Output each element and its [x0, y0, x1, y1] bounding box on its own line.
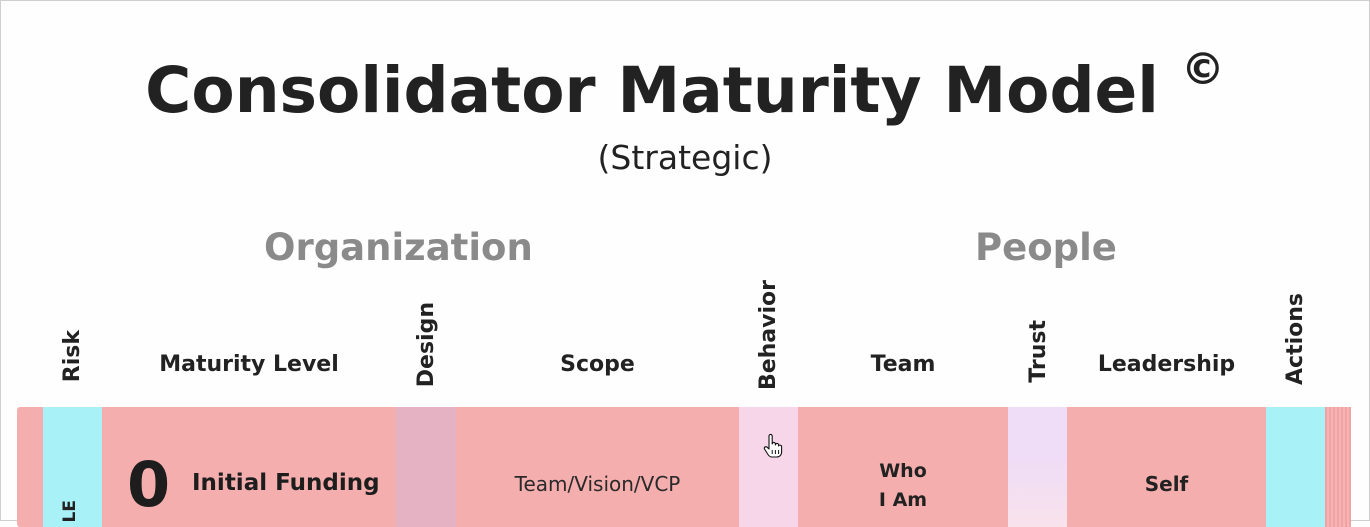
actions-cell[interactable]	[1266, 407, 1325, 527]
col-header-actions: Actions	[1283, 293, 1308, 385]
maturity-level-number: 0	[127, 448, 171, 521]
hand-pointer-icon	[763, 433, 783, 458]
maturity-row-0[interactable]	[17, 407, 1351, 527]
col-header-risk: Risk	[60, 330, 85, 383]
section-people: People	[975, 226, 1117, 269]
col-header-design: Design	[414, 302, 439, 388]
scope-value: Team/Vision/VCP	[514, 472, 681, 496]
col-header-maturity-level: Maturity Level	[159, 352, 339, 377]
trust-cell[interactable]	[1008, 407, 1067, 527]
behavior-cell[interactable]	[739, 407, 798, 527]
title-text: Consolidator Maturity Model	[145, 54, 1159, 127]
page-subtitle: (Strategic)	[597, 138, 773, 177]
col-header-team: Team	[870, 352, 936, 377]
copyright-mark: ©	[1180, 44, 1225, 95]
maturity-level-name: Initial Funding	[192, 470, 380, 496]
risk-cell[interactable]	[43, 407, 102, 527]
risk-value: LE	[60, 500, 80, 523]
leadership-value: Self	[1144, 472, 1189, 496]
col-header-scope: Scope	[560, 352, 635, 377]
col-header-leadership: Leadership	[1097, 352, 1236, 377]
team-value: Who I Am	[798, 457, 1008, 515]
design-cell[interactable]	[396, 407, 456, 527]
team-value-line1: Who	[879, 460, 927, 482]
col-header-behavior: Behavior	[756, 280, 781, 391]
col-header-trust: Trust	[1026, 320, 1051, 383]
section-organization: Organization	[264, 226, 533, 269]
team-value-line2: I Am	[878, 489, 928, 511]
page-title: Consolidator Maturity Model ©	[0, 44, 1370, 127]
row-edge-strip	[1325, 407, 1351, 527]
